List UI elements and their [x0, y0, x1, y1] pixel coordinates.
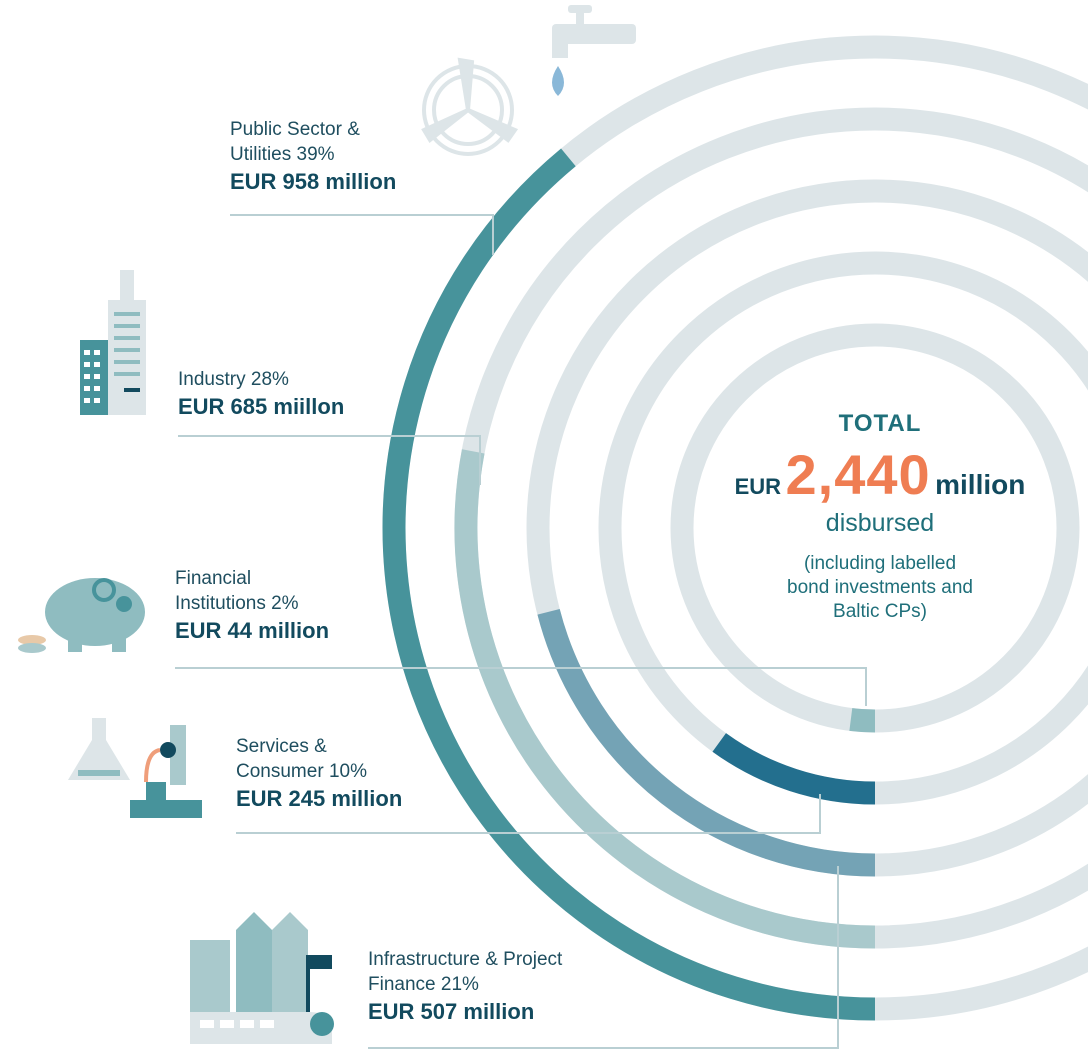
- category-share: 2%: [271, 593, 299, 614]
- category-label: Infrastructure & Project Finance 21% EUR …: [368, 947, 598, 1027]
- category-label: Public Sector & Utilities 39% EUR 958 mil…: [230, 117, 405, 197]
- ring-bar: [537, 608, 876, 877]
- category-amount: EUR 685 miillon: [178, 394, 345, 419]
- category-amount: EUR 245 million: [236, 786, 403, 811]
- category-name: Public Sector & Utilities: [230, 119, 360, 165]
- category-share: 39%: [296, 144, 335, 165]
- turbine-icon: [421, 57, 519, 156]
- leader-line: [175, 667, 867, 706]
- category-name: Services & Consumer: [236, 736, 327, 782]
- total-prefix: EUR: [734, 474, 782, 499]
- leader-line: [230, 214, 494, 255]
- category-label: Services & Consumer 10% EUR 245 million: [236, 734, 403, 814]
- piggy-icon: [18, 578, 145, 653]
- category-label: Industry 28% EUR 685 miillon: [178, 367, 438, 422]
- category-share: 28%: [250, 369, 289, 390]
- drop-icon: [552, 66, 564, 96]
- total-line: EUR 2,440 million: [700, 442, 1060, 507]
- total-heading: TOTAL: [838, 410, 922, 437]
- category-name: Industry: [178, 369, 246, 390]
- category-amount: EUR 507 million: [368, 999, 535, 1024]
- leader-line: [368, 866, 839, 1049]
- category-amount: EUR 958 million: [230, 169, 397, 194]
- category-share: 10%: [328, 761, 367, 782]
- ring-bar: [849, 708, 876, 733]
- icons: [18, 5, 636, 1044]
- leader-line: [178, 435, 481, 485]
- category-share: 21%: [440, 974, 479, 995]
- total-note: (including labelled bond investments and…: [787, 553, 973, 622]
- city-icon: [190, 912, 334, 1044]
- lab-icon: [68, 718, 202, 818]
- total-amount: 2,440: [785, 443, 931, 506]
- tap-icon: [552, 5, 636, 58]
- total-suffix: million: [935, 469, 1026, 500]
- total-block: TOTAL EUR 2,440 million disbursed (inclu…: [700, 410, 1060, 624]
- ring-bar: [712, 733, 876, 805]
- ring-bar: [454, 449, 876, 949]
- category-label: Financial Institutions 2% EUR 44 million: [175, 566, 330, 646]
- category-name: Financial Institutions: [175, 568, 266, 614]
- category-amount: EUR 44 million: [175, 618, 330, 643]
- category-name: Infrastructure & Project Finance: [368, 949, 563, 995]
- leader-line: [236, 794, 821, 834]
- building-icon: [80, 270, 146, 415]
- total-caption: disbursed: [825, 509, 935, 537]
- ring-bar: [382, 148, 876, 1021]
